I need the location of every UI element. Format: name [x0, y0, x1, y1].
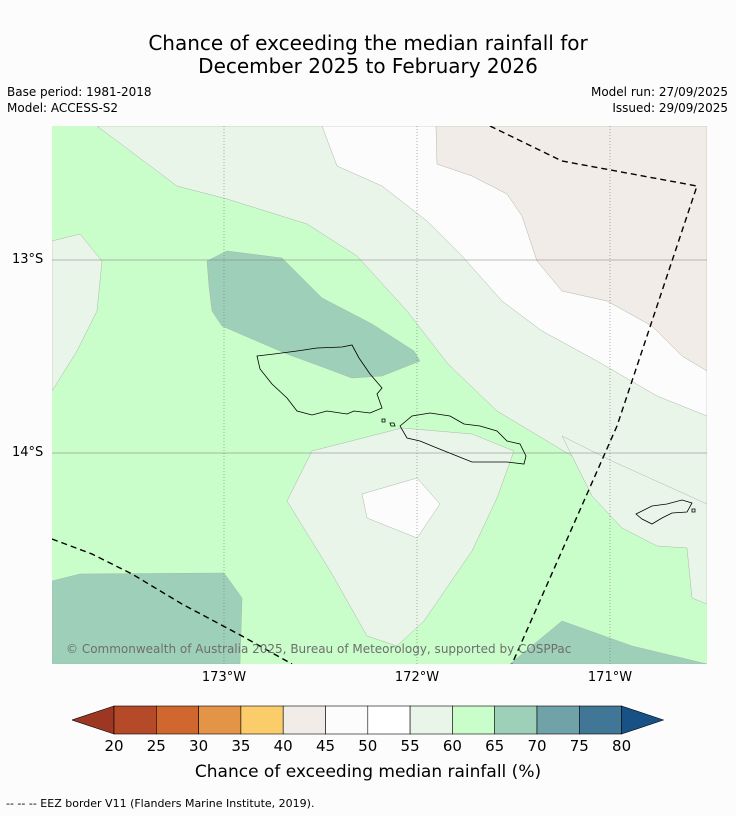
zone-55-60-south: [286, 427, 515, 647]
colorbar-swatch-75-80: [578, 705, 622, 735]
colorbar-title: Chance of exceeding median rainfall (%): [194, 762, 542, 782]
zone-45-50-northeast: [435, 126, 707, 372]
colorbar-swatch-25-30: [156, 705, 199, 735]
rainfall-map: © Commonwealth of Australia 2025, Bureau…: [52, 126, 707, 664]
map-title-line2: December 2025 to February 2026: [198, 54, 538, 78]
colorbar-swatch-30-35: [198, 705, 242, 735]
colorbar-swatch-50-55: [367, 705, 411, 735]
issued-date: Issued: 29/09/2025: [612, 101, 728, 115]
eez-legend-note: -- -- -- EEZ border V11 (Flanders Marine…: [6, 797, 315, 810]
colorbar-tick-30: 30: [189, 737, 209, 755]
tutuila-island-outline: [635, 499, 693, 525]
colorbar-tick-60: 60: [442, 737, 462, 755]
lon-label-173w: 173°W: [201, 670, 247, 685]
colorbar-tick-25: 25: [146, 737, 166, 755]
colorbar-extend-high: [621, 705, 664, 735]
model-run: Model run: 27/09/2025: [590, 85, 728, 99]
colorbar-tick-35: 35: [231, 737, 251, 755]
lon-label-172w: 172°W: [394, 670, 440, 685]
colorbar-swatch-70-75: [536, 705, 580, 735]
lat-label-14s: 14°S: [12, 445, 44, 460]
colorbar-tick-40: 40: [273, 737, 293, 755]
colorbar-tick-65: 65: [485, 737, 505, 755]
zone-55-60-west: [52, 233, 103, 392]
apolima-islet: [381, 418, 386, 423]
colorbar-swatch-60-65: [452, 705, 495, 735]
zone-50-55-south: [361, 477, 441, 539]
lat-label-13s: 13°S: [12, 252, 44, 267]
colorbar-tick-45: 45: [315, 737, 336, 755]
zone-65-70-southeast: [509, 620, 707, 664]
lon-label-171w: 171°W: [587, 670, 633, 685]
colorbar-swatch-45-50: [325, 705, 369, 735]
zone-65-70-southwest: [52, 572, 243, 664]
aunuu-islet: [691, 508, 696, 513]
model-name: Model: ACCESS-S2: [7, 101, 119, 115]
colorbar-tick-55: 55: [400, 737, 420, 755]
colorbar-tick-50: 50: [358, 737, 378, 755]
colorbar-tick-80: 80: [612, 737, 632, 755]
upolu-island-outline: [399, 412, 527, 465]
base-period: Base period: 1981-2018: [7, 85, 152, 99]
colorbar: [72, 705, 664, 735]
colorbar-tick-20: 20: [104, 737, 124, 755]
colorbar-swatch-55-60: [409, 705, 453, 735]
map-title-line1: Chance of exceeding the median rainfall …: [148, 31, 588, 55]
manono-islet: [389, 422, 396, 427]
zone-65-70-upolu: [206, 250, 421, 379]
savaii-island-outline: [256, 344, 383, 416]
eez-border-southwest: [52, 538, 293, 664]
zone-55-60-east: [561, 435, 707, 605]
colorbar-swatch-40-45: [282, 705, 326, 735]
copyright-notice: © Commonwealth of Australia 2025, Bureau…: [66, 642, 571, 656]
colorbar-extend-low: [72, 705, 115, 735]
colorbar-swatch-65-70: [494, 705, 538, 735]
colorbar-tick-70: 70: [527, 737, 547, 755]
colorbar-swatch-20-25: [113, 705, 157, 735]
eez-border-east: [489, 126, 698, 664]
colorbar-swatch-35-40: [240, 705, 284, 735]
colorbar-tick-75: 75: [569, 737, 589, 755]
